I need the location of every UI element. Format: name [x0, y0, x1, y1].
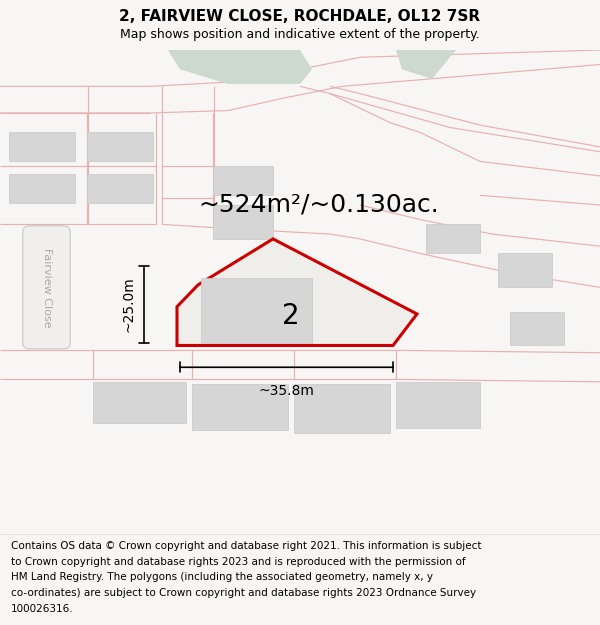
Polygon shape — [9, 174, 75, 203]
Text: HM Land Registry. The polygons (including the associated geometry, namely x, y: HM Land Registry. The polygons (includin… — [11, 572, 433, 582]
Text: ~524m²/~0.130ac.: ~524m²/~0.130ac. — [198, 193, 439, 217]
Text: 100026316.: 100026316. — [11, 604, 73, 614]
Polygon shape — [213, 166, 273, 195]
Text: Contains OS data © Crown copyright and database right 2021. This information is : Contains OS data © Crown copyright and d… — [11, 541, 481, 551]
Polygon shape — [294, 384, 390, 432]
Polygon shape — [87, 174, 153, 203]
Polygon shape — [9, 132, 75, 161]
Polygon shape — [177, 239, 417, 346]
Polygon shape — [213, 205, 273, 239]
FancyBboxPatch shape — [23, 226, 70, 349]
Polygon shape — [396, 50, 456, 79]
Text: Map shows position and indicative extent of the property.: Map shows position and indicative extent… — [120, 28, 480, 41]
Text: co-ordinates) are subject to Crown copyright and database rights 2023 Ordnance S: co-ordinates) are subject to Crown copyr… — [11, 588, 476, 598]
Polygon shape — [396, 382, 480, 428]
Polygon shape — [426, 224, 480, 254]
Polygon shape — [201, 278, 312, 343]
Polygon shape — [168, 50, 312, 84]
Polygon shape — [498, 254, 552, 288]
Polygon shape — [87, 132, 153, 161]
Polygon shape — [93, 382, 186, 423]
Text: 2, FAIRVIEW CLOSE, ROCHDALE, OL12 7SR: 2, FAIRVIEW CLOSE, ROCHDALE, OL12 7SR — [119, 9, 481, 24]
Polygon shape — [510, 311, 564, 346]
Text: to Crown copyright and database rights 2023 and is reproduced with the permissio: to Crown copyright and database rights 2… — [11, 557, 466, 567]
Text: Fairview Close: Fairview Close — [41, 248, 52, 327]
Text: ~25.0m: ~25.0m — [121, 276, 135, 332]
Text: 2: 2 — [281, 302, 299, 329]
Polygon shape — [192, 384, 288, 430]
Text: ~35.8m: ~35.8m — [259, 384, 314, 398]
